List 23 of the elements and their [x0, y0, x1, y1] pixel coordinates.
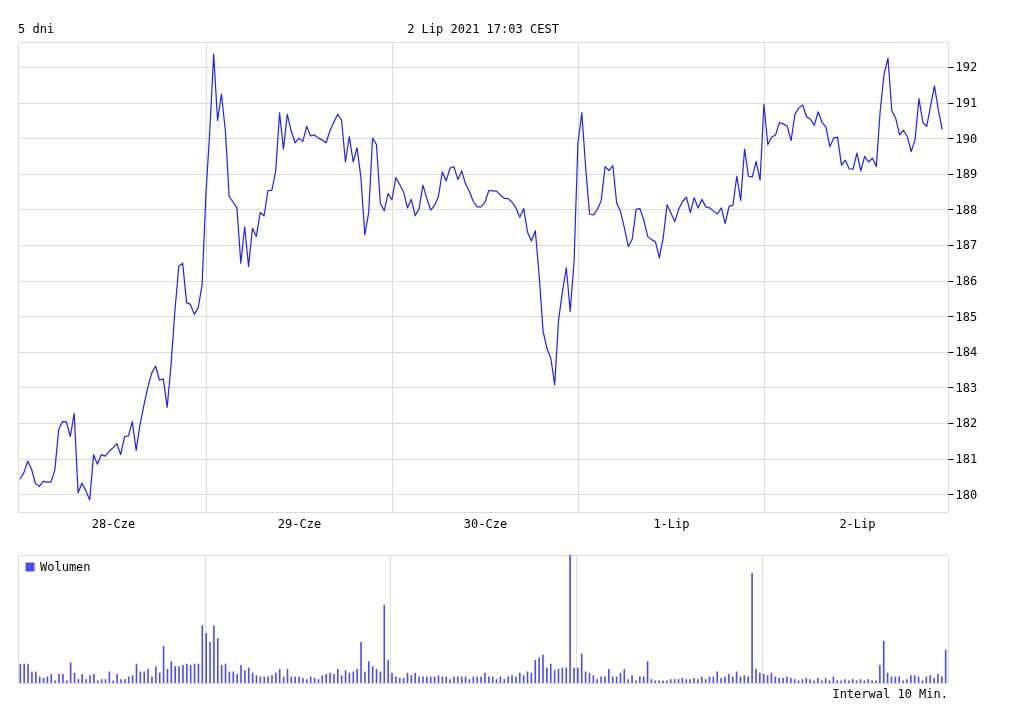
x-tick-label: 30-Cze: [463, 516, 508, 531]
chart-subtitle: 2 Lip 2021 17:03 CEST: [407, 22, 559, 36]
text: Interwal 10 Min.: [832, 687, 948, 701]
y-tick-label: 180: [955, 487, 978, 502]
y-tick-label: 186: [955, 274, 978, 289]
y-tick-label: 188: [955, 202, 978, 217]
y-tick-label: 192: [955, 60, 978, 75]
chart-title: 5 dni: [18, 22, 55, 36]
y-tick-label: 183: [955, 380, 978, 395]
y-tick-label: 190: [955, 131, 978, 146]
line-series: [19, 53, 943, 501]
x-tick-label: 29-Cze: [277, 516, 322, 531]
y-tick-label: 184: [955, 345, 978, 360]
y-tick-label: 182: [955, 416, 978, 431]
x-tick-label: 1-Lip: [653, 516, 690, 531]
y-tick-label: 181: [955, 452, 978, 467]
x-tick-label: 28-Cze: [91, 516, 136, 531]
y-tick-label: 187: [955, 238, 978, 253]
y-tick-label: 185: [955, 309, 978, 324]
y-tick-label: 189: [955, 167, 978, 182]
x-tick-label: 2-Lip: [839, 516, 876, 531]
legend-label: Wolumen: [40, 560, 91, 574]
y-tick-label: 191: [955, 96, 978, 111]
